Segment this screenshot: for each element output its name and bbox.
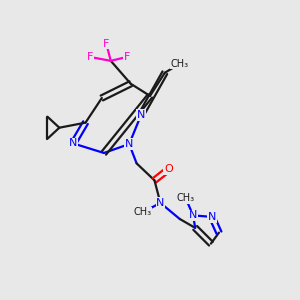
Text: N: N [189,210,197,220]
Text: CH₃: CH₃ [177,193,195,203]
Text: CH₃: CH₃ [171,59,189,69]
Text: N: N [69,139,77,148]
Text: N: N [156,198,165,208]
Text: N: N [125,139,134,149]
Text: F: F [87,52,93,62]
Text: CH₃: CH₃ [134,207,152,218]
Text: F: F [103,39,110,49]
Text: N: N [208,212,216,222]
Text: N: N [137,110,145,120]
Text: F: F [124,52,130,62]
Text: O: O [164,164,173,174]
